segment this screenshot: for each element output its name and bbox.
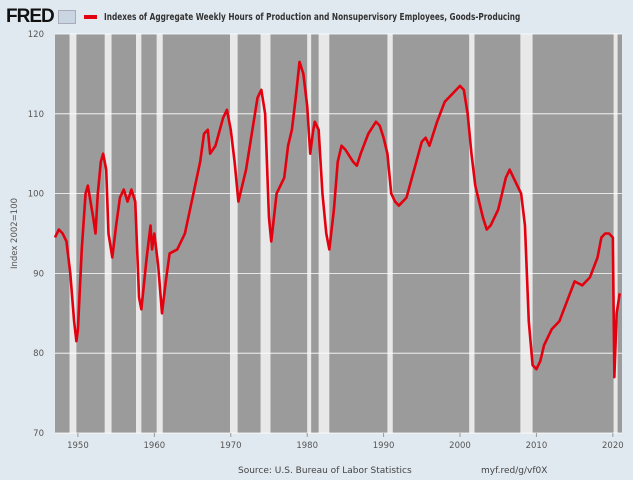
x-tick-label: 1980 xyxy=(296,441,318,451)
recession-band xyxy=(260,34,271,433)
y-axis-label: Index 2002=100 xyxy=(10,198,20,269)
recession-band xyxy=(156,34,163,433)
recession-band xyxy=(613,34,618,433)
series-line xyxy=(53,60,621,379)
x-tick-label: 1990 xyxy=(373,441,395,451)
x-tick-label: 2000 xyxy=(449,441,471,451)
y-tick-label: 120 xyxy=(28,30,44,40)
source-note: Source: U.S. Bureau of Labor Statistics xyxy=(238,466,412,476)
recession-band xyxy=(469,34,475,433)
chart-header: FRED Indexes of Aggregate Weekly Hours o… xyxy=(6,6,588,28)
y-tick-label: 90 xyxy=(33,269,44,279)
recession-band xyxy=(307,34,312,433)
x-tick-label: 2020 xyxy=(602,441,624,451)
x-tick-label: 1950 xyxy=(67,441,89,451)
recession-band xyxy=(387,34,393,433)
recession-band xyxy=(318,34,330,433)
y-tick-label: 70 xyxy=(33,429,44,439)
chart-line-icon xyxy=(57,10,76,24)
short-url[interactable]: myf.red/g/vf0X xyxy=(481,466,548,476)
fred-logo: FRED xyxy=(6,6,55,27)
y-tick-label: 80 xyxy=(33,349,44,359)
recession-band xyxy=(69,34,77,433)
recession-band xyxy=(229,34,238,433)
recession-band xyxy=(136,34,142,433)
legend-swatch xyxy=(83,15,97,19)
x-tick-label: 2010 xyxy=(526,441,548,451)
y-tick-label: 110 xyxy=(28,110,44,120)
x-tick-label: 1960 xyxy=(144,441,166,451)
x-tick-label: 1970 xyxy=(220,441,242,451)
y-tick-label: 100 xyxy=(28,190,44,200)
chart-title: Indexes of Aggregate Weekly Hours of Pro… xyxy=(103,11,521,23)
